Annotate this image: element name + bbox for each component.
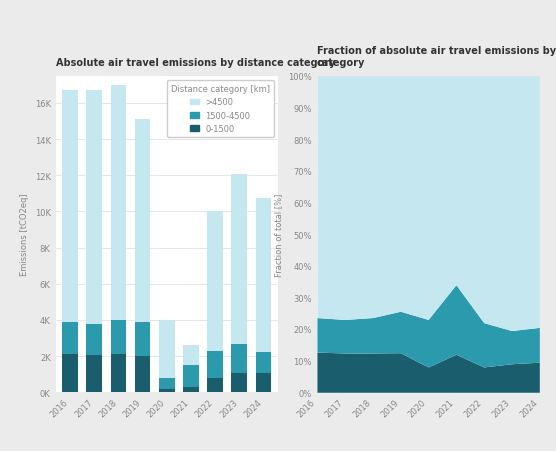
Bar bbox=[135, 322, 151, 356]
Bar bbox=[207, 212, 223, 351]
Bar bbox=[159, 389, 175, 392]
Bar bbox=[183, 345, 199, 365]
Bar bbox=[62, 322, 78, 354]
Y-axis label: Emissions [tCO2eq]: Emissions [tCO2eq] bbox=[20, 193, 29, 276]
Bar bbox=[86, 91, 102, 324]
Bar bbox=[86, 324, 102, 355]
Bar bbox=[207, 378, 223, 392]
Text: Fraction of absolute air travel emissions by distance
category: Fraction of absolute air travel emission… bbox=[317, 46, 556, 68]
Bar bbox=[159, 320, 175, 378]
Text: Absolute air travel emissions by distance category: Absolute air travel emissions by distanc… bbox=[56, 58, 335, 68]
Bar bbox=[183, 365, 199, 387]
Bar bbox=[256, 373, 271, 392]
Bar bbox=[86, 355, 102, 392]
Bar bbox=[111, 86, 126, 320]
Legend: >4500, 1500-4500, 0-1500: >4500, 1500-4500, 0-1500 bbox=[166, 81, 274, 138]
Bar bbox=[231, 175, 247, 345]
Bar bbox=[62, 91, 78, 322]
Bar bbox=[207, 351, 223, 378]
Bar bbox=[231, 345, 247, 373]
Y-axis label: Fraction of total [%]: Fraction of total [%] bbox=[274, 193, 283, 276]
Bar bbox=[256, 352, 271, 373]
Bar bbox=[111, 354, 126, 392]
Bar bbox=[231, 373, 247, 392]
Bar bbox=[62, 354, 78, 392]
Bar bbox=[135, 120, 151, 322]
Bar bbox=[159, 378, 175, 389]
Bar bbox=[111, 320, 126, 354]
Bar bbox=[256, 198, 271, 352]
Bar bbox=[183, 387, 199, 392]
Bar bbox=[135, 356, 151, 392]
